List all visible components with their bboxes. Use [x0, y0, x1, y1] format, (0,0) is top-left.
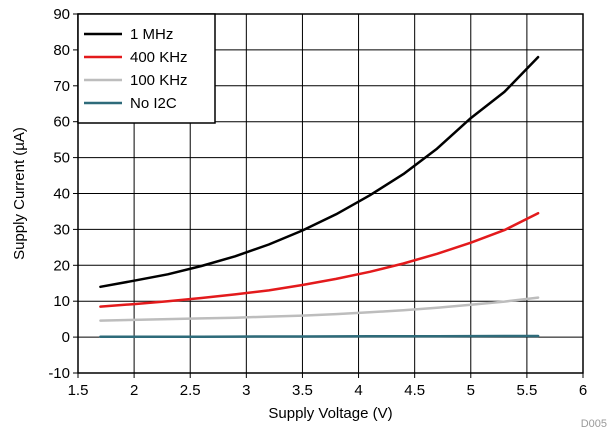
- legend-items: 1 MHz 400 KHz 100 KHz No I2C: [84, 26, 188, 112]
- series-line-400-khz: [99, 211, 540, 308]
- y-tick-label: 0: [62, 329, 70, 346]
- y-tick-label: 10: [53, 293, 70, 310]
- y-tick-label: 90: [53, 6, 70, 23]
- x-tick-label: 3: [242, 382, 250, 399]
- x-tick-label: 3.5: [292, 382, 313, 399]
- y-tick-label: 70: [53, 78, 70, 95]
- series-line-1-mhz: [99, 55, 540, 289]
- series-line-no-i2c: [99, 334, 540, 338]
- x-tick-label: 4: [354, 382, 362, 399]
- legend-label: 1 MHz: [130, 26, 173, 43]
- legend: 1 MHz 400 KHz 100 KHz No I2C: [77, 13, 216, 124]
- x-axis-title: Supply Voltage (V): [268, 405, 392, 422]
- series-lines: [99, 55, 540, 338]
- y-tick-label: 20: [53, 257, 70, 274]
- y-tick-label: 60: [53, 114, 70, 131]
- x-tick-label: 5.5: [516, 382, 537, 399]
- x-tick-label: 2.5: [180, 382, 201, 399]
- y-tick-label: -10: [48, 365, 70, 382]
- x-tick-label: 2: [130, 382, 138, 399]
- y-tick-label: 80: [53, 42, 70, 59]
- y-tick-label: 40: [53, 186, 70, 203]
- x-tick-label: 4.5: [404, 382, 425, 399]
- y-axis-title: Supply Current (µA): [11, 127, 28, 260]
- legend-label: 100 KHz: [130, 72, 188, 89]
- y-tick-labels: -10 0 10 20 30 40 50 60 70 80 90: [48, 6, 70, 382]
- legend-label: 400 KHz: [130, 49, 188, 66]
- y-tick-label: 50: [53, 150, 70, 167]
- x-tick-label: 5: [467, 382, 475, 399]
- y-tick-label: 30: [53, 221, 70, 238]
- x-tick-labels: 1.5 2 2.5 3 3.5 4 4.5 5 5.5 6: [68, 382, 588, 399]
- x-tick-label: 1.5: [68, 382, 89, 399]
- figure-id-footnote: D005: [581, 418, 607, 430]
- x-tick-label: 6: [579, 382, 587, 399]
- series-line-100-khz: [99, 296, 540, 322]
- tick-marks: [73, 13, 584, 378]
- legend-box: [77, 13, 216, 124]
- legend-label: No I2C: [130, 95, 177, 112]
- plot-area-frame: [77, 13, 584, 374]
